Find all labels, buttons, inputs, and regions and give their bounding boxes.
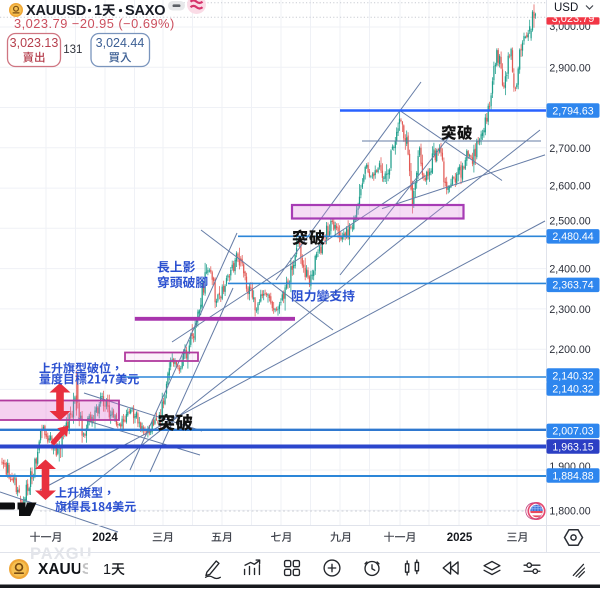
svg-text:PAXGU: PAXGU xyxy=(30,545,92,563)
svg-text:2,140.32: 2,140.32 xyxy=(552,383,593,395)
svg-text:2,900.00: 2,900.00 xyxy=(549,62,590,74)
svg-text:3,023.13: 3,023.13 xyxy=(10,36,59,50)
svg-text:2,400.00: 2,400.00 xyxy=(549,264,590,276)
svg-text:2,600.00: 2,600.00 xyxy=(549,181,590,193)
svg-text:2,700.00: 2,700.00 xyxy=(549,143,590,155)
svg-text:3,023.79: 3,023.79 xyxy=(552,13,595,25)
svg-text:2024: 2024 xyxy=(92,532,118,544)
svg-text:1: 1 xyxy=(103,562,111,578)
svg-text:XAUUSD: XAUUSD xyxy=(38,561,103,578)
svg-text:1,963.15: 1,963.15 xyxy=(552,441,593,453)
svg-text:3,024.44: 3,024.44 xyxy=(96,36,145,50)
svg-text:2,794.63: 2,794.63 xyxy=(552,105,593,117)
svg-text:2,140.32: 2,140.32 xyxy=(552,370,593,382)
svg-text:1,800.00: 1,800.00 xyxy=(549,505,590,517)
svg-text:XAUUSD: XAUUSD xyxy=(26,3,86,19)
svg-text:2,007.03: 2,007.03 xyxy=(552,426,593,438)
svg-text:1: 1 xyxy=(94,3,102,19)
svg-text:1,884.88: 1,884.88 xyxy=(552,470,593,482)
svg-text:2,363.74: 2,363.74 xyxy=(552,280,593,292)
svg-text:131: 131 xyxy=(63,44,82,56)
svg-text:2,500.00: 2,500.00 xyxy=(549,216,590,228)
svg-text:3,023.79 −20.95 (−0.69%): 3,023.79 −20.95 (−0.69%) xyxy=(14,16,175,31)
svg-text:2,200.00: 2,200.00 xyxy=(549,344,590,356)
svg-text:SAXO: SAXO xyxy=(125,3,165,19)
svg-text:2025: 2025 xyxy=(447,532,473,544)
svg-text:USD: USD xyxy=(554,2,578,14)
svg-text:2,300.00: 2,300.00 xyxy=(549,304,590,316)
svg-text:2,480.44: 2,480.44 xyxy=(552,231,593,243)
